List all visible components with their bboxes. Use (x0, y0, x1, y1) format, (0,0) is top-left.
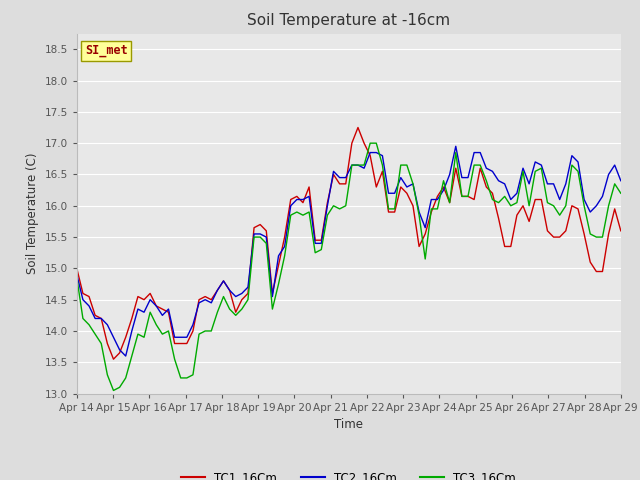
X-axis label: Time: Time (334, 418, 364, 431)
Title: Soil Temperature at -16cm: Soil Temperature at -16cm (247, 13, 451, 28)
Legend: TC1_16Cm, TC2_16Cm, TC3_16Cm: TC1_16Cm, TC2_16Cm, TC3_16Cm (177, 466, 521, 480)
Y-axis label: Soil Temperature (C): Soil Temperature (C) (26, 153, 39, 275)
Text: SI_met: SI_met (85, 44, 128, 58)
